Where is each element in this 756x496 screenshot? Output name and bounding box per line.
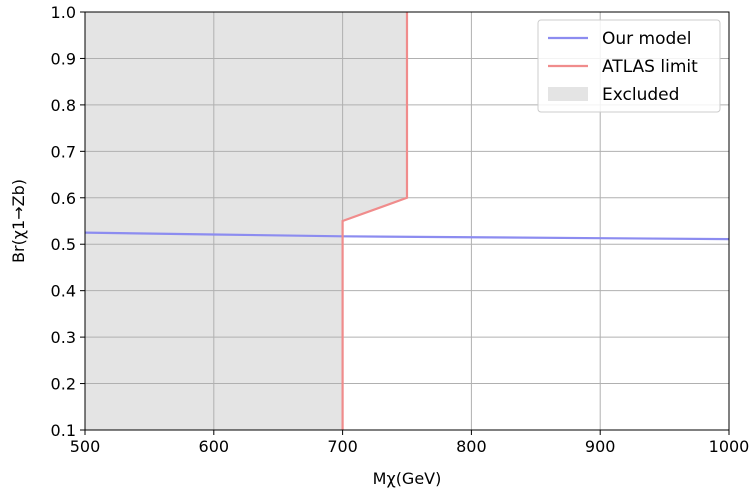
plot-area — [84, 11, 730, 431]
legend-label: Our model — [602, 29, 691, 49]
y-tick-label: 0.2 — [51, 375, 76, 394]
axes: 500 600 700 800 900 1000 0.1 0.2 0.3 0.4 0.5 0.6 0.7… — [51, 3, 750, 456]
legend: Our model ATLAS limit Excluded — [537, 19, 721, 113]
series-line-1 — [341, 12, 409, 430]
y-tick-label: 0.8 — [51, 96, 76, 115]
y-tick-label: 0.3 — [51, 328, 76, 347]
series-line-0 — [84, 231, 730, 241]
x-tick-label: 1000 — [709, 437, 750, 456]
plot-frame — [84, 11, 730, 431]
legend-label: ATLAS limit — [602, 57, 698, 77]
y-tick-label: 0.1 — [51, 421, 76, 440]
x-tick-label: 700 — [327, 437, 358, 456]
legend-swatch — [548, 87, 588, 101]
x-tick-label: 800 — [456, 437, 487, 456]
y-tick-label: 0.6 — [51, 189, 76, 208]
y-tick-label: 0.7 — [51, 142, 76, 161]
x-tick-label: 600 — [199, 437, 230, 456]
y-tick-label: 1.0 — [51, 3, 76, 22]
y-tick-label: 0.9 — [51, 49, 76, 68]
y-axis-label: Br(χ1→Zb) — [9, 179, 28, 263]
x-axis-label: Mχ(GeV) — [373, 469, 442, 488]
excluded-region — [85, 12, 407, 430]
y-tick-label: 0.4 — [51, 282, 76, 301]
y-tick-label: 0.5 — [51, 235, 76, 254]
x-tick-label: 900 — [585, 437, 616, 456]
legend-label: Excluded — [602, 85, 679, 105]
x-tick-label: 500 — [70, 437, 101, 456]
